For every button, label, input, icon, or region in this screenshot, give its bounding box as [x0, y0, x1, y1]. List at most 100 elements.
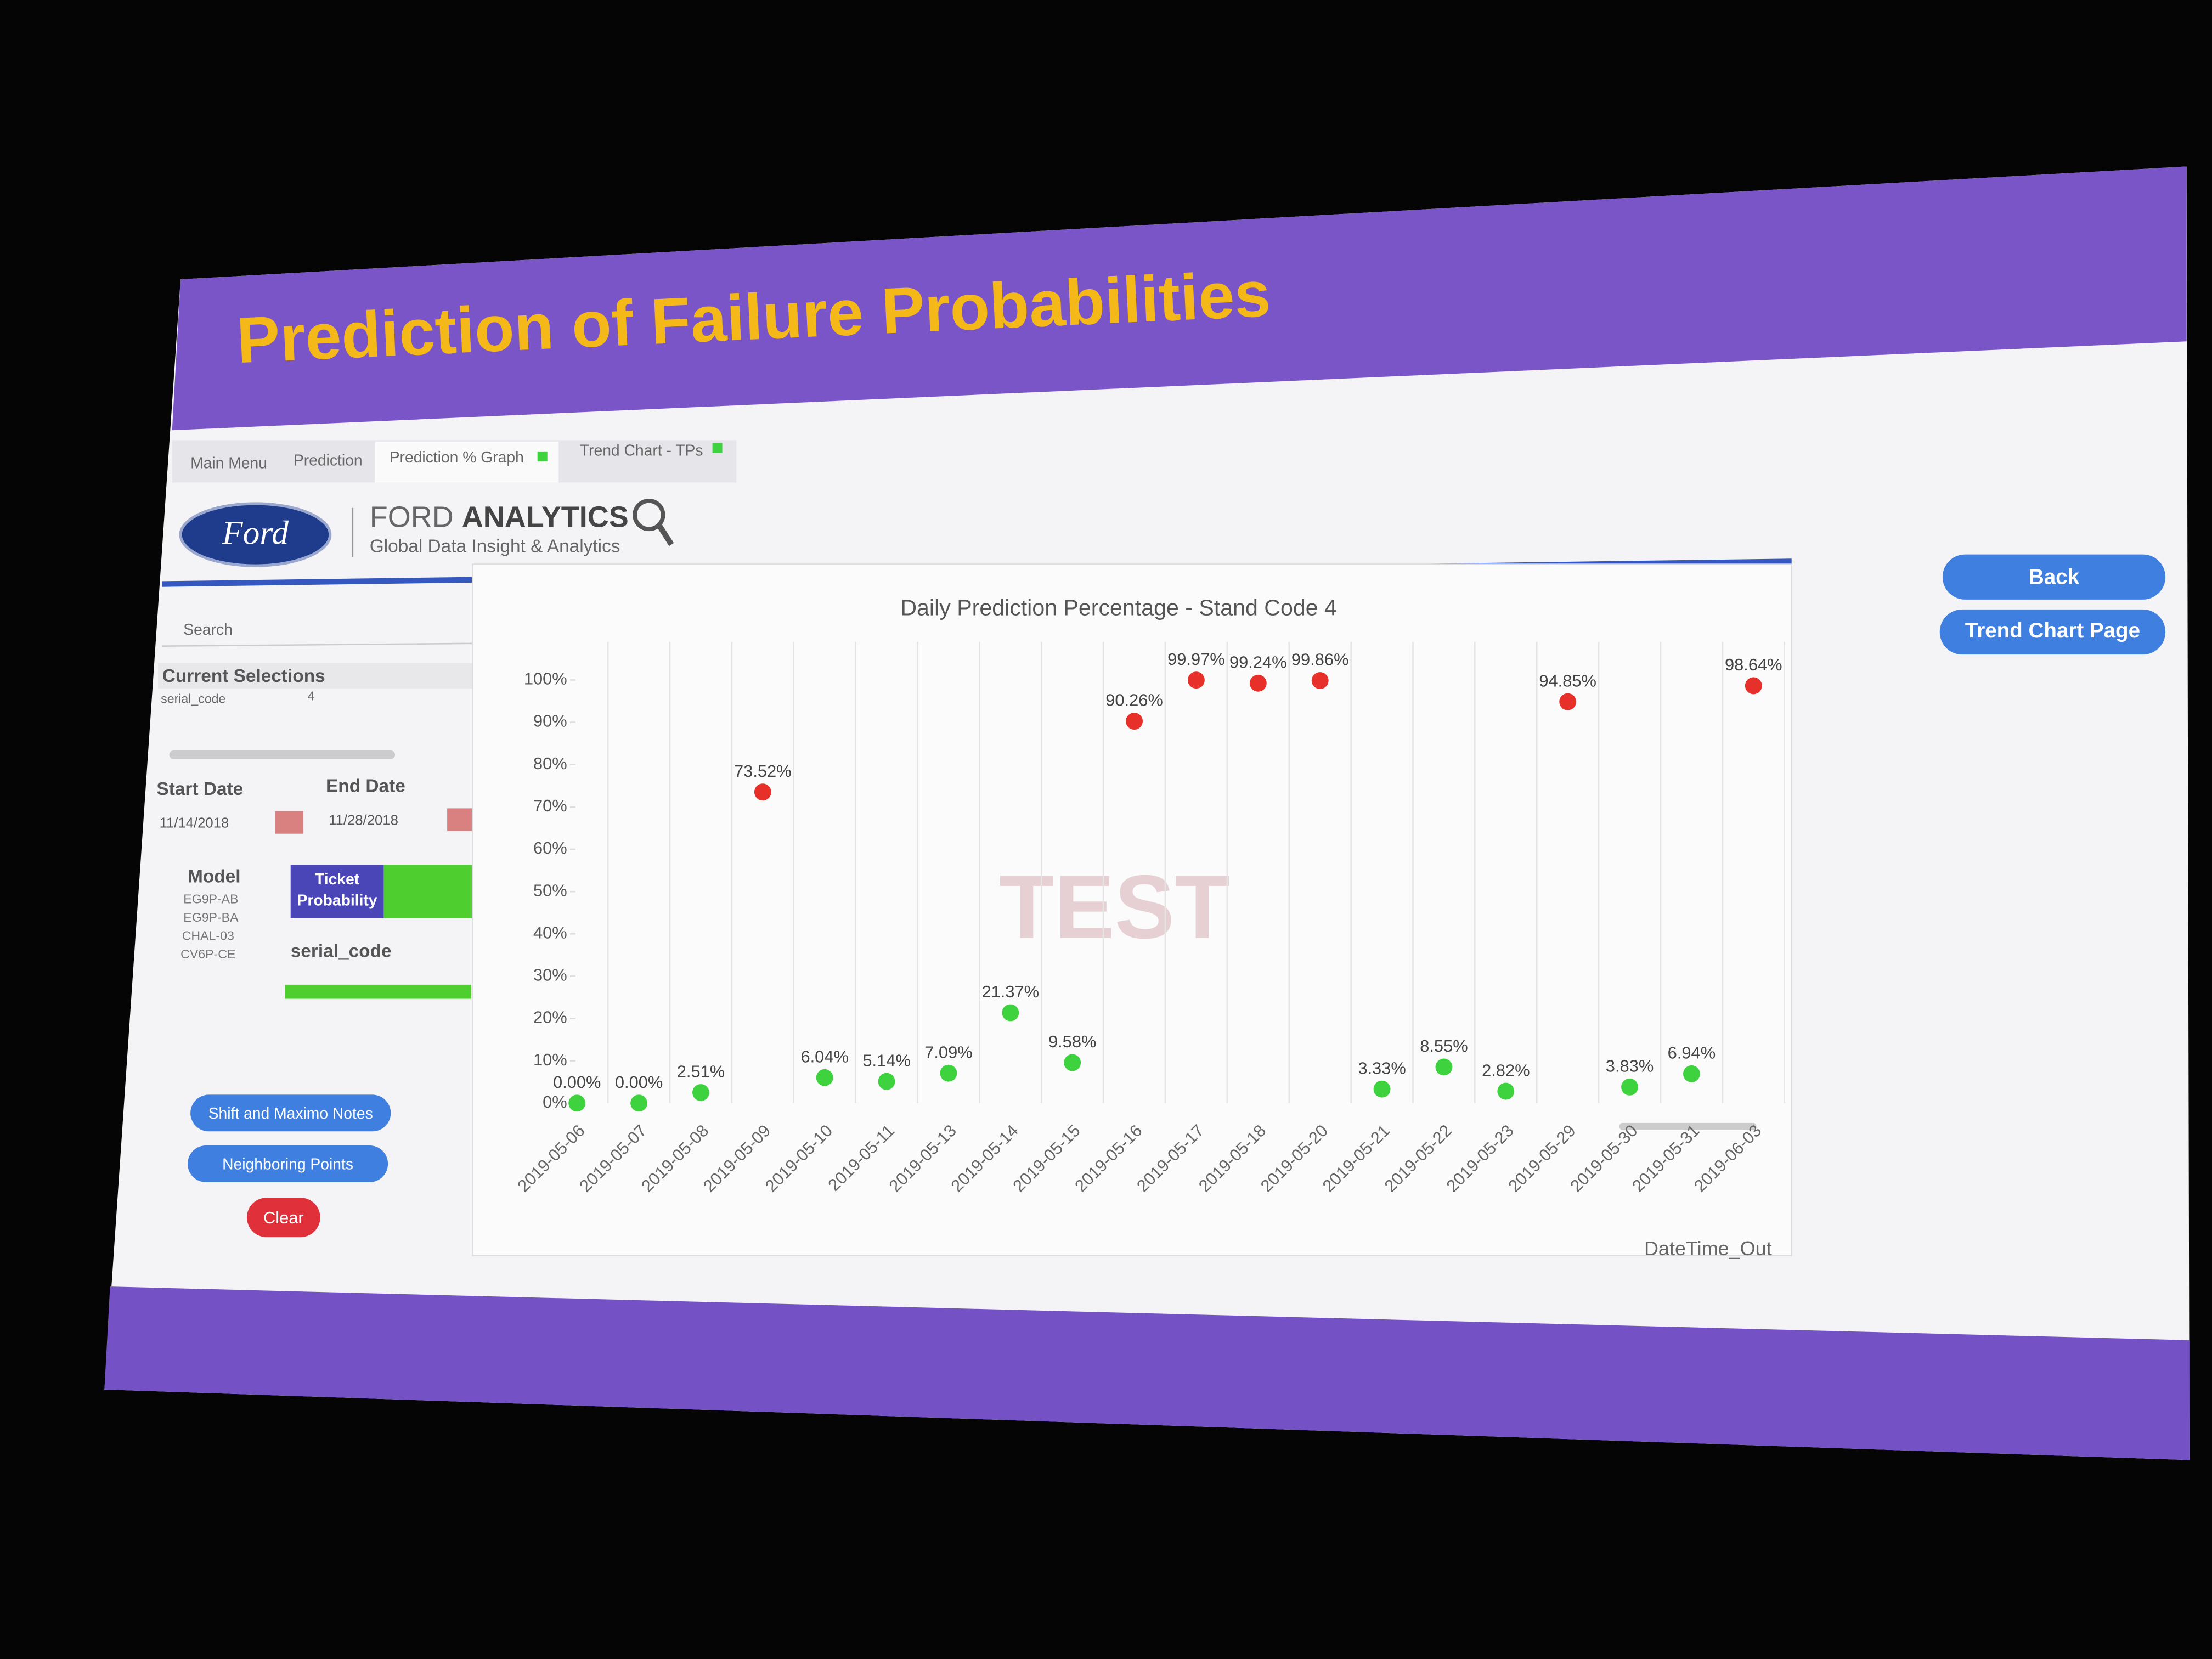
value-label: 9.58% — [1048, 1032, 1096, 1051]
end-date[interactable]: 11/28/2018 — [329, 812, 398, 828]
tab[interactable]: Prediction % Graph — [390, 448, 524, 466]
value-label: 0.00% — [553, 1073, 601, 1092]
active-tab — [375, 441, 559, 483]
model-label: Model — [188, 866, 240, 887]
point — [1311, 672, 1329, 689]
top-band — [172, 166, 2187, 431]
trend-button-label[interactable]: Trend Chart Page — [1965, 619, 2140, 642]
value-label: 99.97% — [1167, 650, 1225, 669]
value-label: 7.09% — [924, 1042, 972, 1062]
value-label: 3.33% — [1358, 1058, 1406, 1077]
point — [630, 1094, 648, 1112]
y-tick-label: 40% — [533, 923, 567, 942]
value-label: 5.14% — [862, 1051, 910, 1070]
x-axis-title: DateTime_Out — [1644, 1237, 1772, 1260]
model[interactable]: CV6P-CE — [180, 947, 235, 961]
tab-status — [712, 443, 723, 453]
point — [940, 1064, 957, 1082]
point — [1064, 1054, 1081, 1071]
notes-button-label[interactable]: Shift and Maximo Notes — [208, 1104, 373, 1122]
neighbors-button[interactable] — [188, 1146, 388, 1182]
current-selections: Current Selections — [162, 666, 325, 686]
selection-field: serial_code — [161, 692, 225, 706]
calendar-icon[interactable] — [447, 808, 476, 831]
y-tick-label: 70% — [533, 796, 567, 815]
point — [878, 1073, 895, 1090]
end-date-label: End Date — [326, 776, 405, 797]
point — [1373, 1080, 1391, 1098]
clear-button[interactable] — [247, 1198, 320, 1238]
value-label: 6.94% — [1668, 1043, 1716, 1062]
y-tick-label: 50% — [533, 881, 567, 900]
search-icon — [633, 499, 665, 532]
point — [1126, 713, 1143, 730]
value-label: 8.55% — [1420, 1036, 1468, 1056]
tab[interactable]: Trend Chart - TPs — [580, 441, 703, 459]
watermark: TEST — [999, 856, 1230, 957]
clear-button-label[interactable]: Clear — [263, 1208, 304, 1227]
selections-header — [158, 663, 487, 689]
y-tick-label: 60% — [533, 838, 567, 857]
back-button-label[interactable]: Back — [2029, 565, 2080, 589]
ticket-probability: Probability — [297, 891, 377, 909]
brand-tagline: Global Data Insight & Analytics — [370, 537, 620, 557]
chart-panel — [472, 563, 1793, 1256]
value-label: 2.82% — [1482, 1060, 1530, 1080]
neighbors-button-label[interactable]: Neighboring Points — [222, 1155, 353, 1172]
rule — [162, 642, 487, 647]
point — [1621, 1078, 1638, 1096]
start-date[interactable]: 11/14/2018 — [160, 816, 229, 831]
y-tick-label: 100% — [524, 669, 567, 689]
point — [1497, 1082, 1515, 1100]
point — [1435, 1058, 1453, 1076]
value-label: 73.52% — [734, 761, 792, 781]
selection-value: 4 — [308, 689, 315, 703]
chart-title: Daily Prediction Percentage - Stand Code… — [900, 595, 1337, 620]
back-button[interactable] — [1942, 554, 2166, 600]
scrollbar[interactable] — [1620, 1122, 1757, 1130]
point — [754, 783, 771, 801]
tab[interactable]: Prediction — [294, 451, 363, 469]
trend-button[interactable] — [1939, 609, 2166, 655]
search-box[interactable]: Search — [183, 620, 233, 638]
y-tick-label: 30% — [533, 966, 567, 985]
model[interactable]: EG9P-AB — [183, 892, 238, 906]
calendar-icon[interactable] — [275, 811, 303, 834]
value-label: 98.64% — [1725, 655, 1782, 674]
value-label: 2.51% — [677, 1062, 725, 1081]
y-tick-label: 90% — [533, 712, 567, 731]
point — [1745, 677, 1762, 695]
point — [816, 1069, 833, 1086]
value-label: 6.04% — [800, 1047, 848, 1066]
point — [692, 1084, 709, 1101]
y-tick-label: 0% — [543, 1092, 567, 1111]
point — [1249, 674, 1267, 692]
ticket-probability-bar — [383, 865, 477, 918]
logo-text: Ford — [222, 514, 289, 551]
point — [1002, 1004, 1019, 1022]
model[interactable]: EG9P-BA — [183, 910, 239, 924]
bottom-band — [104, 1286, 2190, 1460]
search-icon — [656, 523, 674, 546]
start-date-label: Start Date — [156, 779, 243, 799]
serial-code-bar — [285, 984, 471, 999]
brand-name: FORD ANALYTICS — [370, 501, 629, 534]
model[interactable]: CHAL-03 — [182, 929, 234, 943]
tab[interactable]: Main Menu — [190, 454, 267, 471]
value-label: 3.83% — [1606, 1056, 1654, 1075]
value-label: 94.85% — [1539, 671, 1596, 690]
scrollbar[interactable] — [169, 751, 395, 759]
serial-code-search[interactable]: serial_code — [291, 941, 392, 962]
point — [1188, 672, 1205, 689]
y-tick-label: 20% — [533, 1008, 567, 1027]
point — [1683, 1065, 1700, 1082]
notes-button[interactable] — [190, 1094, 391, 1132]
y-tick-label: 80% — [533, 754, 567, 773]
value-label: 90.26% — [1105, 691, 1163, 710]
value-label: 99.24% — [1229, 652, 1287, 672]
value-label: 0.00% — [615, 1073, 663, 1092]
point — [1559, 693, 1577, 710]
ford-logo — [179, 502, 332, 567]
